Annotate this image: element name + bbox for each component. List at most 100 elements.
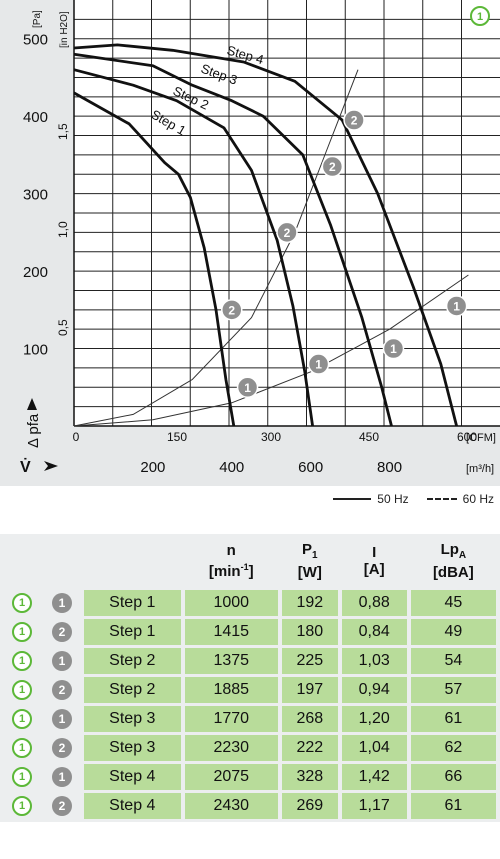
y-tick-label-pa: 500 [23, 32, 48, 49]
table-row: 1 2 Step 2 1885 197 0,94 57 [4, 677, 496, 703]
table-row: 1 1 Step 1 1000 192 0,88 45 [4, 590, 496, 616]
x-tick-label-cfm: 600 [457, 430, 477, 444]
cell-n: 1415 [184, 619, 278, 645]
x-tick-label-m3h: 200 [140, 459, 165, 476]
table-row: 1 2 Step 3 2230 222 1,04 62 [4, 735, 496, 761]
y-tick-label-inh2o: 1,0 [56, 221, 70, 238]
performance-table: n [min-1] P1 [W] I [A] LpA [dBA] 1 1 Step 1 100… [0, 534, 500, 822]
cell-i: 1,20 [341, 706, 407, 732]
header-current: I [A] [363, 544, 385, 578]
cell-i: 1,04 [341, 735, 407, 761]
operating-point [321, 155, 344, 178]
y-tick-label-inh2o: 1,5 [56, 123, 70, 140]
x-tick-label-cfm: 300 [261, 430, 281, 444]
cell-n: 2430 [184, 793, 278, 819]
curve-step-3 [73, 52, 393, 427]
cell-step: Step 2 [84, 648, 181, 674]
chart-ref-badge: 1 [12, 651, 32, 671]
operating-point-label: 1 [244, 381, 251, 395]
chart-ref-badge: 1 [12, 709, 32, 729]
chart-badge: 1 [470, 6, 490, 26]
table-row: 1 1 Step 4 2075 328 1,42 66 [4, 764, 496, 790]
cell-i: 1,17 [341, 793, 407, 819]
table-row: 1 1 Step 2 1375 225 1,03 54 [4, 648, 496, 674]
table-row: 1 2 Step 4 2430 269 1,17 61 [4, 793, 496, 819]
speed-badge: 1 [52, 709, 72, 729]
header-sound: LpA [dBA] [432, 541, 474, 581]
legend: 50 Hz 60 Hz [333, 492, 494, 506]
cell-p: 180 [281, 619, 338, 645]
badge-label: 1 [477, 11, 483, 23]
operating-point [276, 221, 298, 244]
chart-ref-badge: 1 [12, 738, 32, 758]
legend-solid-line [333, 498, 372, 500]
y-axis-label: Δ pfa [25, 413, 42, 448]
chart-ref-badge: 1 [12, 680, 32, 700]
cell-i: 1,42 [341, 764, 407, 790]
table-header-row: n [min-1] P1 [W] I [A] LpA [dBA] [4, 537, 496, 587]
chart-ref-badge: 1 [12, 796, 32, 816]
badge-circle [470, 6, 490, 26]
table-row: 1 1 Step 3 1770 268 1,20 61 [4, 706, 496, 732]
cell-i: 1,03 [341, 648, 407, 674]
speed-badge: 2 [52, 622, 72, 642]
legend-dashed-line [426, 498, 457, 500]
speed-badge: 2 [52, 738, 72, 758]
x-axis-label: V̇ [20, 458, 31, 476]
x-unit-m3h: [m³/h] [466, 463, 494, 475]
legend-50hz-label: 50 Hz [377, 492, 409, 506]
operating-point-label: 2 [329, 160, 336, 174]
cell-n: 1000 [184, 590, 278, 616]
operating-point [382, 337, 405, 360]
cell-step: Step 3 [84, 735, 181, 761]
operating-point [445, 295, 468, 317]
y-unit-pa: [Pa] [32, 10, 43, 28]
axis-text: 100 200 300 400 500 [Pa] [in H2O] 0,5 1,0 1,5 0 150… [20, 10, 496, 476]
y-tick-label-inh2o: 0,5 [56, 319, 70, 336]
operating-point-label: 2 [351, 114, 358, 128]
operating-point-markers: 1 1 1 1 2 2 2 2 [221, 109, 468, 399]
speed-badge: 1 [52, 767, 72, 787]
cell-p: 268 [281, 706, 338, 732]
cell-lp: 57 [410, 677, 496, 703]
curve-step-1 [73, 91, 236, 427]
cell-n: 2075 [184, 764, 278, 790]
cell-step: Step 2 [84, 677, 181, 703]
cell-p: 269 [281, 793, 338, 819]
cell-step: Step 1 [84, 590, 181, 616]
operating-point [343, 109, 365, 131]
x-tick-label-m3h: 800 [377, 459, 402, 476]
cell-step: Step 4 [84, 793, 181, 819]
cell-p: 222 [281, 735, 338, 761]
speed-badge: 1 [52, 593, 72, 613]
cell-p: 192 [281, 590, 338, 616]
cell-lp: 66 [410, 764, 496, 790]
chart-ref-badge: 1 [12, 622, 32, 642]
cell-p: 225 [281, 648, 338, 674]
cell-lp: 54 [410, 648, 496, 674]
cell-p: 328 [281, 764, 338, 790]
cell-lp: 62 [410, 735, 496, 761]
chart-ref-badge: 1 [12, 767, 32, 787]
operating-point [307, 353, 330, 375]
operating-point-label: 1 [390, 342, 397, 356]
x-tick-label-cfm: 450 [359, 430, 379, 444]
curve-step-4 [73, 43, 458, 427]
cell-n: 1770 [184, 706, 278, 732]
cell-i: 0,84 [341, 619, 407, 645]
x-unit-cfm: [CFM] [466, 432, 496, 444]
header-power: P1 [W] [297, 541, 322, 581]
header-speed: n [min-1] [208, 542, 254, 580]
x-tick-label-m3h: 400 [219, 459, 244, 476]
cell-i: 0,94 [341, 677, 407, 703]
operating-point-label: 1 [453, 299, 460, 313]
cell-lp: 61 [410, 793, 496, 819]
cell-n: 1885 [184, 677, 278, 703]
speed-badge: 2 [52, 796, 72, 816]
cell-n: 1375 [184, 648, 278, 674]
speed-badge: 1 [52, 651, 72, 671]
chart-ref-badge: 1 [12, 593, 32, 613]
operating-point [236, 376, 259, 399]
y-tick-label-pa: 200 [23, 264, 48, 281]
